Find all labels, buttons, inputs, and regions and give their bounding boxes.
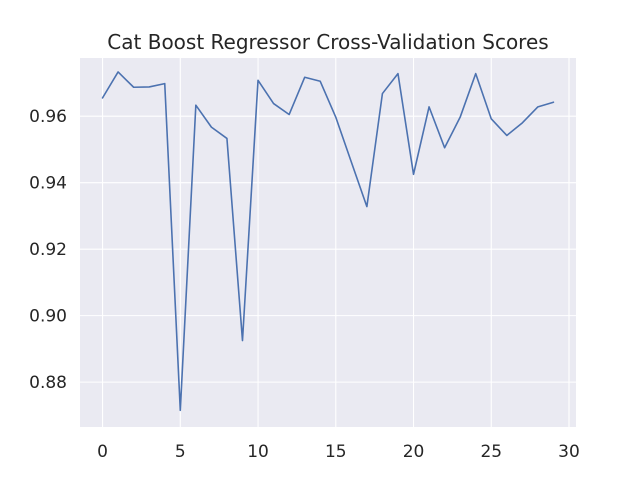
plot-area bbox=[80, 58, 576, 427]
y-axis-ticks: 0.88 0.90 0.92 0.94 0.96 bbox=[29, 107, 67, 393]
y-tick-label: 0.96 bbox=[29, 107, 67, 127]
x-tick-label: 20 bbox=[403, 442, 425, 462]
x-tick-label: 30 bbox=[558, 442, 580, 462]
chart-title: Cat Boost Regressor Cross-Validation Sco… bbox=[107, 30, 548, 54]
x-tick-label: 0 bbox=[97, 442, 108, 462]
series-line bbox=[101, 71, 555, 412]
y-tick-label: 0.88 bbox=[29, 373, 67, 393]
y-tick-label: 0.94 bbox=[29, 174, 67, 194]
x-tick-label: 10 bbox=[247, 442, 269, 462]
series-layer bbox=[101, 71, 555, 412]
y-tick-label: 0.92 bbox=[29, 240, 67, 260]
x-axis-ticks: 0 5 10 15 20 25 30 bbox=[97, 442, 580, 462]
x-tick-label: 5 bbox=[175, 442, 186, 462]
x-tick-label: 15 bbox=[325, 442, 347, 462]
x-tick-label: 25 bbox=[480, 442, 502, 462]
y-tick-label: 0.90 bbox=[29, 307, 67, 327]
